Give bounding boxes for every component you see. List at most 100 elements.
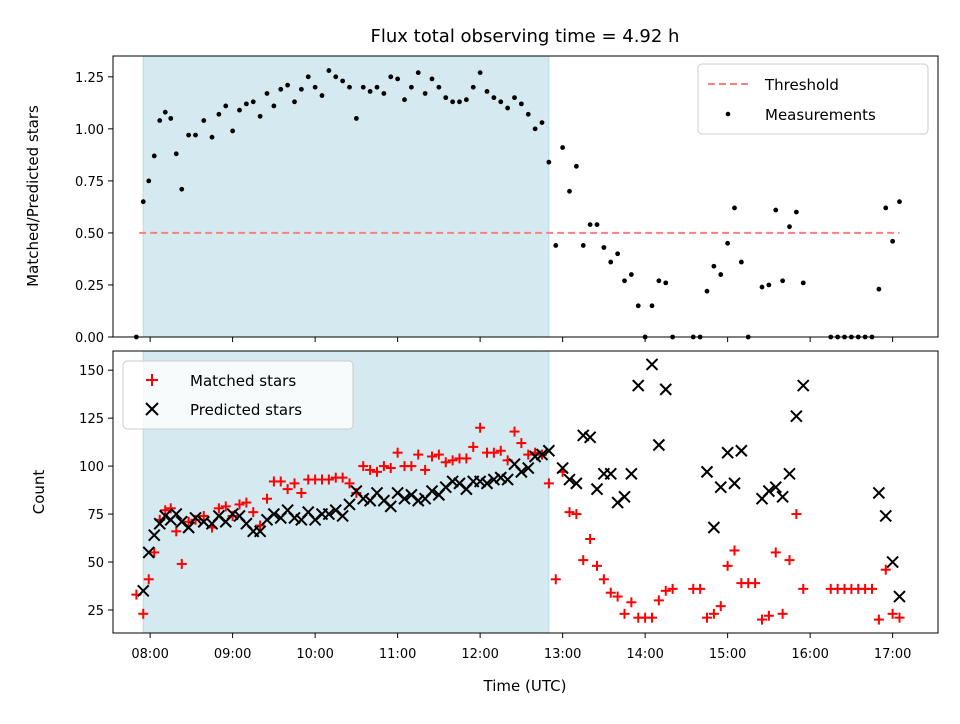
predicted-star-point <box>535 448 549 461</box>
measurement-point <box>773 207 779 213</box>
measurement-point <box>443 95 449 101</box>
count-y-tick-label: 125 <box>79 412 104 427</box>
measurement-point <box>408 84 414 90</box>
measurement-point <box>876 286 882 292</box>
matched-star-point <box>784 555 795 566</box>
count-y-axis: 25 50 75 100 125 150 <box>79 364 113 619</box>
matched-star-point <box>715 601 726 612</box>
legend-matched-swatch <box>146 374 158 386</box>
predicted-star-point <box>893 590 906 603</box>
matched-star-point <box>262 493 272 504</box>
matched-star-point <box>447 455 458 466</box>
predicted-star-point <box>872 486 886 500</box>
measurement-point <box>580 243 586 248</box>
measurement-point <box>305 74 311 80</box>
ratio-observing-window-shading <box>142 55 550 338</box>
predicted-star-point <box>446 475 459 488</box>
predicted-star-point <box>288 511 301 525</box>
legend-predicted-label: Predicted stars <box>190 401 302 419</box>
matched-star-point <box>227 510 238 521</box>
predicted-star-point <box>182 521 195 534</box>
matched-star-point <box>750 578 761 589</box>
predicted-star-point <box>253 525 267 538</box>
ratio-measurement-points <box>133 68 902 340</box>
matched-star-point <box>255 520 266 531</box>
measurement-point <box>179 186 185 192</box>
measurement-point <box>732 205 737 211</box>
predicted-star-point <box>336 509 349 523</box>
matched-star-point <box>392 447 403 458</box>
matched-star-point <box>351 487 362 498</box>
predicted-star-point <box>528 450 542 463</box>
predicted-star-point <box>707 521 721 534</box>
predicted-star-point <box>563 473 576 486</box>
ratio-y-tick-label: 0.50 <box>75 227 104 242</box>
ratio-panel-frame <box>112 55 939 338</box>
measurement-point <box>388 74 394 80</box>
matched-star-point <box>770 547 781 558</box>
matched-star-point <box>612 591 623 602</box>
predicted-star-point <box>189 511 202 525</box>
matched-star-point <box>358 461 369 472</box>
matched-star-point <box>626 597 637 608</box>
legend-threshold-label: Threshold <box>764 76 839 94</box>
ratio-y-tick-label: 0.75 <box>75 175 104 190</box>
chart-title: Flux total observing time = 4.92 h <box>371 26 680 47</box>
matched-star-point <box>385 463 396 474</box>
measurement-point <box>326 68 332 73</box>
measurement-point <box>594 222 600 228</box>
measurement-point <box>340 78 346 84</box>
predicted-star-point <box>480 477 494 490</box>
measurement-point <box>615 251 621 257</box>
matched-star-point <box>440 457 451 468</box>
matched-star-point <box>571 509 582 520</box>
matched-star-point <box>234 499 245 510</box>
predicted-star-point <box>783 467 796 480</box>
matched-star-point <box>420 464 431 475</box>
measurement-point <box>173 151 179 157</box>
predicted-star-point <box>590 482 604 496</box>
predicted-star-point <box>632 379 645 392</box>
measurement-point <box>271 103 277 109</box>
measurement-point <box>381 91 387 96</box>
measurement-point <box>787 224 792 230</box>
measurement-point <box>151 153 157 159</box>
measurement-point <box>491 95 497 101</box>
measurement-point <box>415 70 421 76</box>
predicted-star-point <box>384 500 397 513</box>
measurement-point <box>237 107 242 113</box>
predicted-star-point <box>226 507 239 521</box>
matched-star-point <box>427 451 437 462</box>
legend-matched-label: Matched stars <box>190 372 296 390</box>
matched-star-point <box>378 461 389 472</box>
count-y-tick-label: 50 <box>87 556 104 571</box>
predicted-star-point <box>645 358 659 371</box>
matched-star-point <box>585 534 596 544</box>
measurement-point <box>402 97 407 103</box>
matched-star-point <box>777 608 788 619</box>
measurement-point <box>353 116 359 121</box>
matched-star-point <box>344 478 355 489</box>
measurement-point <box>718 272 724 277</box>
measurement-point <box>257 113 263 119</box>
measurement-point <box>278 86 284 92</box>
matched-star-point <box>722 560 733 571</box>
measurement-point <box>347 84 352 90</box>
matched-star-point <box>653 595 664 606</box>
predicted-star-point <box>714 480 727 494</box>
matched-star-point <box>578 555 589 566</box>
predicted-stars-points <box>137 358 906 603</box>
matched-star-point <box>695 583 706 594</box>
measurement-point <box>285 82 291 88</box>
matched-star-point <box>592 560 602 571</box>
measurement-point <box>367 88 373 94</box>
matched-star-point <box>461 453 472 464</box>
measurement-point <box>162 109 168 115</box>
ratio-y-tick-label: 0.25 <box>75 279 104 294</box>
predicted-star-point <box>570 477 583 490</box>
legend-measurements-label: Measurements <box>765 106 876 124</box>
matched-star-point <box>798 583 809 594</box>
ratio-y-axis-label: Matched/Predicted stars <box>24 105 42 287</box>
measurement-point <box>766 282 772 288</box>
